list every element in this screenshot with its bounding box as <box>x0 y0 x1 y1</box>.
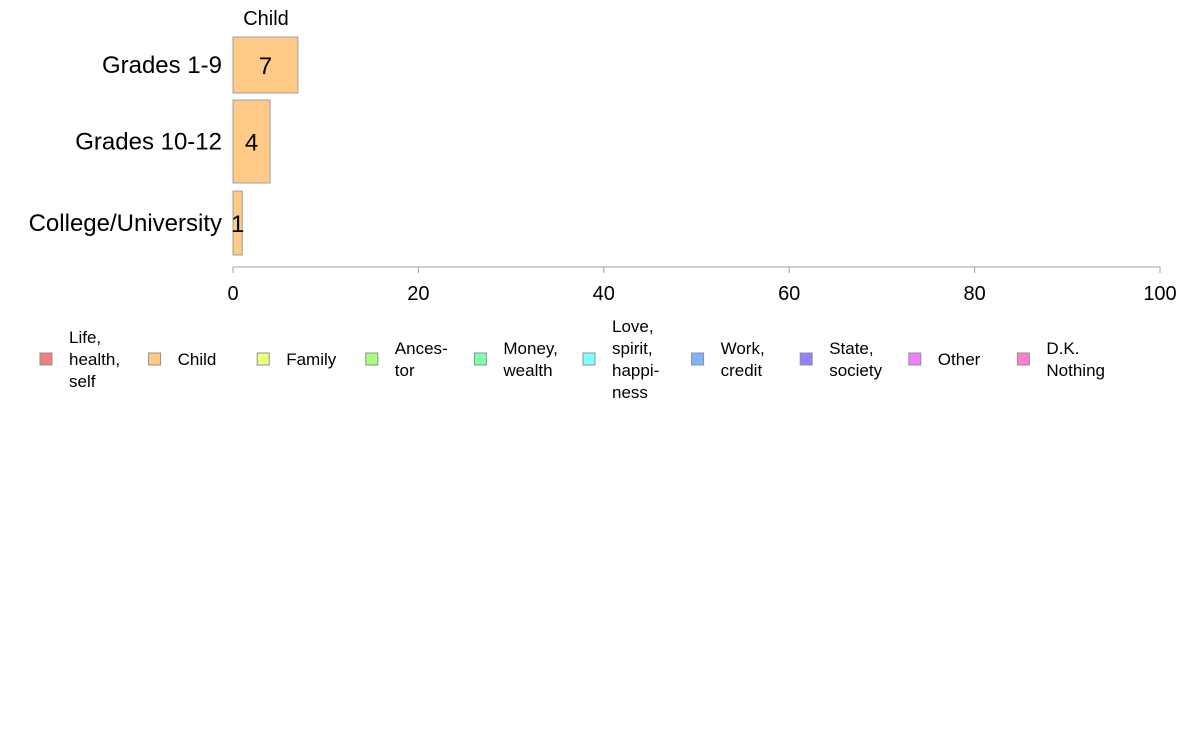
legend-swatch <box>799 352 813 366</box>
bar-value-label: 7 <box>259 53 272 80</box>
x-tick-label: 20 <box>407 283 429 305</box>
x-axis: 0 20 40 60 80 100 <box>227 266 1177 305</box>
legend: Life, health, self Child Family Ances-tor Mone… <box>39 317 1105 402</box>
legend-label: Love, spirit, happi-ness <box>612 317 659 402</box>
legend-swatch <box>256 352 270 366</box>
category-label: College/University <box>29 210 222 237</box>
bar-value-label: 1 <box>231 211 244 238</box>
legend-label: Money, wealth <box>502 339 558 380</box>
series-header: Child <box>243 8 289 30</box>
legend-label: Life, health, self <box>69 328 120 391</box>
legend-item: D.K. Nothing <box>1016 339 1105 380</box>
category-label: Grades 10-12 <box>75 129 222 156</box>
legend-item: Love, spirit, happi-ness <box>582 317 659 402</box>
bar <box>232 190 243 256</box>
legend-swatch <box>473 352 487 366</box>
legend-swatch <box>908 352 922 366</box>
legend-label: D.K. Nothing <box>1046 339 1105 380</box>
legend-label: Family <box>286 350 337 369</box>
x-tick-label: 40 <box>593 283 615 305</box>
legend-item: Ances-tor <box>365 339 448 380</box>
legend-swatch <box>365 352 379 366</box>
bars <box>232 36 299 256</box>
legend-item: Child <box>148 350 217 369</box>
x-tick-label: 80 <box>963 283 985 305</box>
bar <box>232 36 299 94</box>
x-tick-label: 60 <box>778 283 800 305</box>
legend-item: Work, credit <box>691 339 765 380</box>
legend-label: Ances-tor <box>395 339 448 380</box>
bar-value-labels: 7 4 1 <box>231 53 272 238</box>
legend-item: Other <box>908 350 981 369</box>
legend-swatch <box>1016 352 1030 366</box>
legend-swatch <box>691 352 705 366</box>
legend-label: Work, credit <box>721 339 765 380</box>
x-tick-label: 100 <box>1143 283 1176 305</box>
legend-item: Money, wealth <box>473 339 558 380</box>
legend-swatch <box>582 352 596 366</box>
category-labels: Grades 1-9 Grades 10-12 College/University <box>29 52 222 237</box>
bar <box>232 99 271 184</box>
bar-value-label: 4 <box>245 130 258 157</box>
legend-swatch <box>148 352 162 366</box>
legend-label: Child <box>178 350 217 369</box>
category-label: Grades 1-9 <box>102 52 222 79</box>
x-tick-label: 0 <box>227 283 238 305</box>
legend-item: State, society <box>799 339 883 380</box>
legend-swatch <box>39 352 53 366</box>
legend-item: Family <box>256 350 337 369</box>
legend-label: State, society <box>829 339 882 380</box>
legend-label: Other <box>938 350 981 369</box>
legend-item: Life, health, self <box>39 328 120 391</box>
